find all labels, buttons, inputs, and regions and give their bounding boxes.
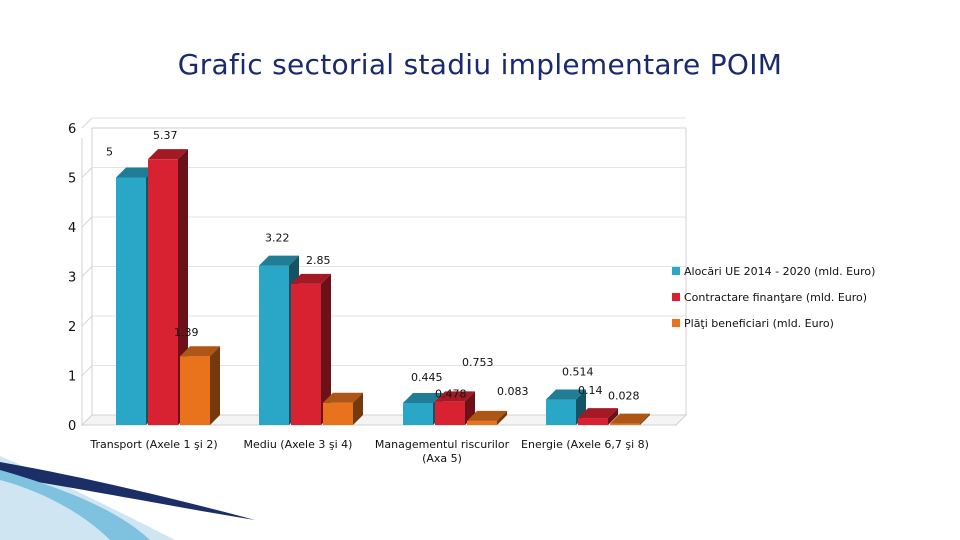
y-tick-label: 0 [68, 419, 76, 434]
y-axis: 0 1 2 3 4 5 6 [68, 122, 76, 434]
data-label: 0.514 [562, 366, 594, 379]
bar-side [321, 273, 331, 425]
bar-top [116, 167, 156, 178]
bar-front [403, 402, 433, 425]
data-label: 0.445 [411, 371, 443, 384]
x-axis: Transport (Axele 1 şi 2) Mediu (Axele 3 ş… [89, 438, 649, 465]
legend-swatch [672, 267, 680, 275]
bar-front [546, 399, 576, 425]
bar-top [610, 413, 650, 424]
x-tick-label: Mediu (Axele 3 şi 4) [244, 438, 353, 451]
bar-front [467, 420, 497, 425]
data-label: 2.85 [306, 254, 331, 267]
bar-front [116, 177, 146, 425]
data-label: 3.22 [265, 232, 290, 245]
data-label: 0.753 [462, 356, 494, 369]
grid-line-side [81, 315, 93, 327]
y-tick-label: 3 [68, 271, 76, 286]
bar-front [291, 283, 321, 425]
y-tick-label: 4 [68, 221, 76, 236]
legend-label: Alocări UE 2014 - 2020 (mld. Euro) [684, 265, 875, 278]
bar-top [180, 346, 220, 357]
legend: Alocări UE 2014 - 2020 (mld. Euro) Contra… [672, 265, 875, 330]
bar-front [435, 401, 465, 425]
bar-top [403, 392, 443, 403]
bar-front [180, 356, 210, 425]
y-tick-label: 5 [68, 172, 76, 187]
bar-top [546, 389, 586, 400]
bar-front [148, 159, 178, 425]
legend-label: Contractare finanţare (mld. Euro) [684, 291, 867, 304]
bar [610, 413, 650, 425]
bar-top [259, 255, 299, 266]
bar-top [435, 391, 475, 402]
grid-line-side [81, 216, 93, 228]
x-tick-label: Transport (Axele 1 şi 2) [89, 438, 217, 451]
bar-side [353, 392, 363, 425]
legend-swatch [672, 293, 680, 301]
data-label: 0.14 [578, 384, 603, 397]
grid-line-side [81, 365, 93, 376]
bar-side [640, 413, 650, 425]
grid-line-side [81, 167, 93, 178]
bar-top [323, 392, 363, 403]
bar [578, 408, 618, 425]
data-label: 0.028 [608, 390, 640, 403]
y-tick-label: 1 [68, 370, 76, 385]
chart-title: Grafic sectorial stadiu implementare POI… [177, 48, 783, 81]
bar-front [578, 418, 608, 425]
bar-top [291, 273, 331, 284]
bar [291, 273, 331, 425]
bar-top [148, 149, 188, 160]
bar-front [610, 423, 640, 425]
legend-label: Plăţi beneficiari (mld. Euro) [684, 317, 834, 330]
data-labels: 5 3.22 0.445 0.514 5.37 2.85 0.478 0.14 1.39 0.08… [106, 129, 640, 402]
bar-top [467, 410, 507, 421]
bar [467, 410, 507, 425]
bar [180, 346, 220, 425]
legend-swatch [672, 319, 680, 327]
bars [116, 149, 650, 425]
bar-side [608, 408, 618, 425]
bar [323, 392, 363, 425]
y-tick-label: 2 [68, 320, 76, 335]
y-tick-label: 6 [68, 122, 76, 137]
bar-side [210, 346, 220, 425]
data-label: 5.37 [153, 129, 178, 142]
data-label: 0.478 [435, 387, 467, 400]
grid-line-side [81, 117, 93, 129]
bar-top [578, 408, 618, 419]
grid-line-side [81, 266, 93, 277]
swoosh-dark [0, 462, 255, 520]
bar-front [323, 402, 353, 425]
data-label: 1.39 [174, 326, 199, 339]
bar-side [497, 410, 507, 425]
slide-decoration [0, 456, 255, 540]
plot-background [80, 127, 688, 426]
x-tick-label: Energie (Axele 6,7 şi 8) [521, 438, 649, 451]
data-label: 5 [106, 146, 113, 159]
x-tick-label: Managementul riscurilor (Axa 5) [375, 438, 510, 465]
data-label: 0.083 [497, 385, 529, 398]
swoosh-mid [0, 470, 150, 540]
bar-front [259, 265, 289, 425]
bar [546, 389, 586, 425]
